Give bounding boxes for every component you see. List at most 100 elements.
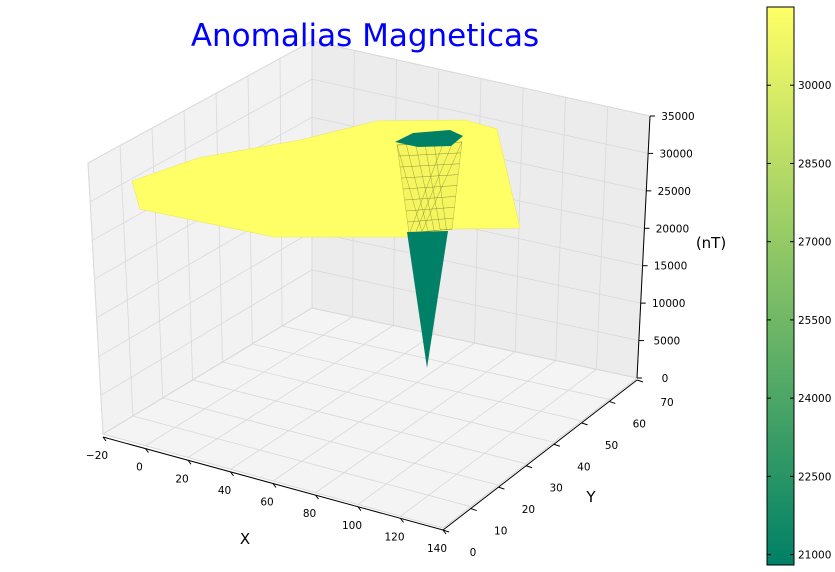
chart-title: Anomalias Magneticas (191, 18, 539, 54)
x-tick-label: 140 (427, 543, 447, 555)
mesh-line (407, 217, 454, 223)
y-tick-mark (581, 422, 588, 426)
x-axis-ticks: −20 0 20 40 60 80 100 120 140 (86, 436, 447, 555)
grid-line-x (272, 342, 475, 482)
z-tick-label: 15000 (654, 261, 687, 273)
grid-line-y (222, 361, 554, 443)
y-tick-label: 0 (470, 547, 477, 559)
grid-line-y-left (183, 110, 193, 381)
grid-line-z (87, 40, 651, 164)
x-tick-mark (230, 471, 234, 477)
colorbar-tick-label: 21000 (798, 550, 831, 562)
grid-line-z (89, 78, 649, 203)
x-tick-label: −20 (86, 450, 108, 462)
mesh-line (404, 196, 456, 201)
surface-plot (131, 119, 521, 368)
mesh-line (421, 141, 463, 232)
mesh-line (415, 142, 453, 233)
y-tick-label: 40 (577, 461, 590, 473)
y-tick-mark (470, 508, 477, 512)
mesh-line (424, 143, 441, 231)
z-axis-ticks: 0 5000 10000 15000 20000 25000 30000 35000 (637, 111, 695, 385)
anomaly-rim (395, 130, 463, 147)
mesh-line (409, 142, 444, 233)
grid-line-x (400, 368, 597, 517)
x-tick-label: 60 (260, 497, 273, 509)
z-tick-label: 10000 (652, 298, 685, 310)
mesh-line (406, 144, 429, 232)
x-tick-label: 80 (303, 508, 316, 520)
grid-line-z (102, 307, 638, 435)
y-tick-label: 50 (605, 440, 618, 452)
x-tick-label: 20 (175, 473, 188, 485)
y-tick-mark (442, 529, 450, 533)
colorbar-tick-label: 24000 (798, 393, 831, 405)
grid-line-y-left (119, 145, 134, 417)
colorbar-tick-label: 27000 (798, 237, 831, 249)
x-tick-mark (145, 448, 149, 453)
grid-line-y (102, 433, 444, 529)
grid-line-x (187, 325, 394, 458)
x-tick-mark (315, 494, 319, 500)
mesh-line (401, 174, 459, 179)
mesh-line (402, 185, 458, 190)
grid-line-x (442, 377, 638, 529)
grid-line-y (282, 325, 610, 400)
y-tick-mark (609, 400, 616, 404)
x-tick-mark (102, 436, 107, 442)
x-tick-mark (187, 459, 192, 465)
grid-line-y (162, 397, 499, 486)
z-axis-line (636, 115, 651, 379)
colorbar: 21000 22500 24000 25500 27000 28500 30000 (766, 6, 831, 566)
z-tick-label: 0 (662, 373, 669, 385)
z-axis-label: (nT) (696, 234, 726, 252)
grid-line-x (357, 360, 556, 505)
grid-line-x (315, 351, 516, 494)
y-tick-label: 20 (522, 504, 535, 516)
grid-line-y (132, 415, 471, 507)
y-axis-line (442, 379, 638, 531)
grid-line-x-back (595, 106, 609, 370)
z-tick-label: 20000 (656, 223, 689, 235)
grid-line-x (230, 333, 435, 470)
grid-line-z (100, 269, 639, 396)
mesh-line (415, 144, 435, 231)
x-tick-label: 100 (342, 520, 362, 532)
x-tick-mark (357, 506, 362, 512)
colorbar-tick-label: 28500 (798, 158, 831, 170)
anomaly-spike (407, 231, 448, 368)
colorbar-tick-label: 22500 (798, 471, 831, 483)
surface-mesh-lines (396, 141, 463, 234)
y-tick-mark (553, 443, 561, 447)
y-axis-label: Y (585, 488, 596, 506)
mesh-line (433, 143, 447, 230)
y-tick-label: 60 (633, 418, 646, 430)
mesh-line (399, 163, 460, 168)
x-tick-label: 120 (384, 531, 404, 543)
colorbar-tick-label: 25500 (798, 315, 831, 327)
x-tick-label: 40 (218, 485, 231, 497)
y-tick-mark (636, 379, 644, 383)
z-tick-label: 5000 (653, 336, 680, 348)
z-tick-label: 35000 (661, 111, 694, 123)
x-axis-label: X (240, 530, 250, 548)
colorbar-ticks: 21000 22500 24000 25500 27000 28500 30000 (767, 80, 831, 562)
z-tick-label: 30000 (659, 148, 692, 160)
x-tick-mark (400, 518, 404, 523)
x-tick-mark (272, 483, 277, 488)
grid-line-y-left (87, 162, 104, 435)
mesh-line (405, 207, 455, 212)
y-tick-label: 70 (660, 397, 673, 409)
colorbar-tick-label: 30000 (798, 80, 831, 92)
grid-line-x-back (514, 87, 524, 352)
z-tick-label: 25000 (658, 186, 691, 198)
x-tick-label: 0 (136, 462, 143, 474)
grid-line-x (145, 316, 353, 447)
colorbar-gradient (766, 6, 795, 566)
y-tick-label: 30 (549, 483, 562, 495)
y-tick-mark (525, 465, 533, 469)
y-tick-label: 10 (494, 526, 507, 538)
grid-line-y-left (215, 93, 223, 363)
grid-line-y (252, 343, 582, 422)
